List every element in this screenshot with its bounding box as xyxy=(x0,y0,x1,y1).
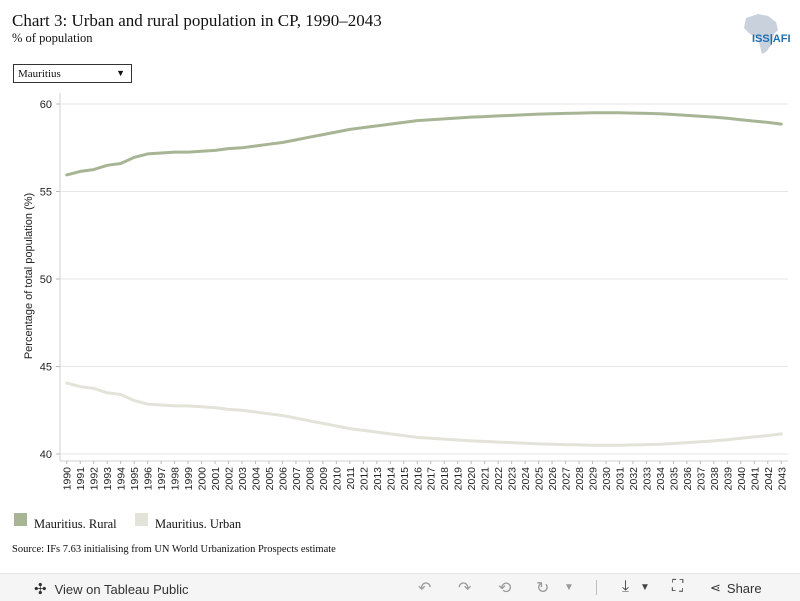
source-note: Source: IFs 7.63 initialising from UN Wo… xyxy=(12,544,336,555)
x-tick-label: 2017 xyxy=(426,467,438,491)
x-tick-label: 2010 xyxy=(331,467,343,491)
africa-logo xyxy=(744,14,778,54)
x-tick-label: 1991 xyxy=(75,467,87,491)
x-tick-label: 2030 xyxy=(601,467,613,491)
x-tick-label: 2026 xyxy=(547,467,559,491)
x-tick-label: 2043 xyxy=(776,467,788,491)
x-tick-label: 2003 xyxy=(237,467,249,491)
x-tick-label: 2004 xyxy=(250,467,262,491)
legend-label-rural: Mauritius. Rural xyxy=(34,517,117,531)
x-tick-label: 1993 xyxy=(102,467,114,491)
refresh-dropdown-icon[interactable]: ▼ xyxy=(564,582,574,593)
x-tick-label: 2036 xyxy=(682,467,694,491)
refresh-icon[interactable]: ↻ xyxy=(536,580,550,597)
logo-text: ISS|AFI xyxy=(752,33,791,45)
x-tick-label: 2035 xyxy=(668,467,680,491)
x-tick-label: 2015 xyxy=(399,467,411,491)
chart-subtitle: % of population xyxy=(12,31,93,45)
x-tick-label: 2042 xyxy=(763,467,775,491)
x-tick-label: 2029 xyxy=(588,467,600,491)
y-tick-label: 40 xyxy=(40,449,52,461)
x-tick-label: 2032 xyxy=(628,467,640,491)
x-tick-label: 2011 xyxy=(345,467,357,490)
x-tick-label: 1994 xyxy=(116,467,128,491)
x-tick-label: 2001 xyxy=(210,467,222,491)
x-tick-label: 2033 xyxy=(641,467,653,491)
x-tick-label: 2009 xyxy=(318,467,330,491)
revert-icon[interactable]: ⟲ xyxy=(498,580,512,597)
tableau-icon: ✣ xyxy=(34,581,47,598)
x-tick-label: 2020 xyxy=(466,467,478,491)
x-tick-label: 2012 xyxy=(358,467,370,491)
x-tick-label: 2031 xyxy=(614,467,626,491)
x-tick-label: 2041 xyxy=(749,467,761,491)
legend-swatch-urban xyxy=(135,513,148,526)
x-tick-label: 2022 xyxy=(493,467,505,491)
y-tick-label: 55 xyxy=(40,187,52,199)
x-tick-label: 2013 xyxy=(372,467,384,491)
series-lines xyxy=(65,111,783,447)
x-tick-label: 2006 xyxy=(277,467,289,491)
share-icon: ⋖ xyxy=(710,580,721,595)
chart-title: Chart 3: Urban and rural population in C… xyxy=(12,11,382,30)
x-tick-label: 2021 xyxy=(480,467,492,491)
x-tick-label: 1992 xyxy=(89,467,101,491)
x-axis-ticks: 1990 1991 1992 1993 1994 1995 1996 1997 1998 1999… xyxy=(62,461,788,491)
x-tick-label: 2040 xyxy=(736,467,748,491)
legend-label-urban: Mauritius. Urban xyxy=(155,517,242,531)
x-tick-label: 1998 xyxy=(170,467,182,491)
x-tick-label: 1997 xyxy=(156,467,168,491)
x-tick-label: 2024 xyxy=(520,467,532,491)
redo-icon[interactable]: ↷ xyxy=(458,580,472,597)
x-tick-label: 2027 xyxy=(561,467,573,491)
series-line-rural xyxy=(65,111,783,177)
x-tick-label: 2000 xyxy=(197,467,209,491)
tableau-toolbar: ✣ View on Tableau Public ↶ ↷ ⟲ ↻ ▼ ⤓ ▼ ⛶… xyxy=(0,573,800,601)
view-on-tableau-link[interactable]: ✣ View on Tableau Public xyxy=(34,580,189,598)
download-dropdown-icon[interactable]: ▼ xyxy=(640,582,650,593)
y-axis-label: Percentage of total population (%) xyxy=(23,193,35,359)
country-filter-value: Mauritius xyxy=(18,68,61,80)
x-tick-label: 2019 xyxy=(453,467,465,491)
x-tick-label: 1999 xyxy=(183,467,195,491)
x-tick-label: 2007 xyxy=(291,467,303,491)
x-tick-label: 2038 xyxy=(709,467,721,491)
download-icon[interactable]: ⤓ xyxy=(622,578,630,595)
country-filter-dropdown[interactable]: Mauritius ▼ xyxy=(13,64,132,83)
x-tick-label: 2023 xyxy=(507,467,519,491)
x-tick-label: 1995 xyxy=(129,467,141,491)
x-tick-label: 2005 xyxy=(264,467,276,491)
view-on-tableau-label: View on Tableau Public xyxy=(54,581,189,597)
y-tick-label: 45 xyxy=(40,362,52,374)
x-tick-label: 2039 xyxy=(722,467,734,491)
y-tick-label: 50 xyxy=(40,274,52,286)
x-tick-label: 2018 xyxy=(439,467,451,491)
x-tick-label: 2008 xyxy=(304,467,316,491)
x-tick-label: 2002 xyxy=(224,467,236,491)
y-tick-label: 60 xyxy=(40,99,52,111)
legend-swatch-rural xyxy=(14,513,27,526)
series-line-urban xyxy=(65,381,783,447)
y-axis-ticks: 40 45 50 55 60 xyxy=(40,99,60,461)
undo-icon[interactable]: ↶ xyxy=(418,580,432,597)
share-button[interactable]: ⋖ Share xyxy=(710,580,762,596)
share-label: Share xyxy=(726,580,762,596)
x-tick-label: 1990 xyxy=(62,467,74,491)
x-tick-label: 1996 xyxy=(143,467,155,491)
x-tick-label: 2014 xyxy=(385,467,397,491)
fullscreen-icon[interactable]: ⛶ xyxy=(672,578,684,595)
chevron-down-icon: ▼ xyxy=(116,68,125,78)
x-tick-label: 2025 xyxy=(534,467,546,491)
toolbar-divider xyxy=(596,580,597,595)
x-tick-label: 2016 xyxy=(412,467,424,491)
x-tick-label: 2034 xyxy=(655,467,667,491)
x-tick-label: 2037 xyxy=(695,467,707,491)
x-tick-label: 2028 xyxy=(574,467,586,491)
gridlines xyxy=(59,93,788,462)
